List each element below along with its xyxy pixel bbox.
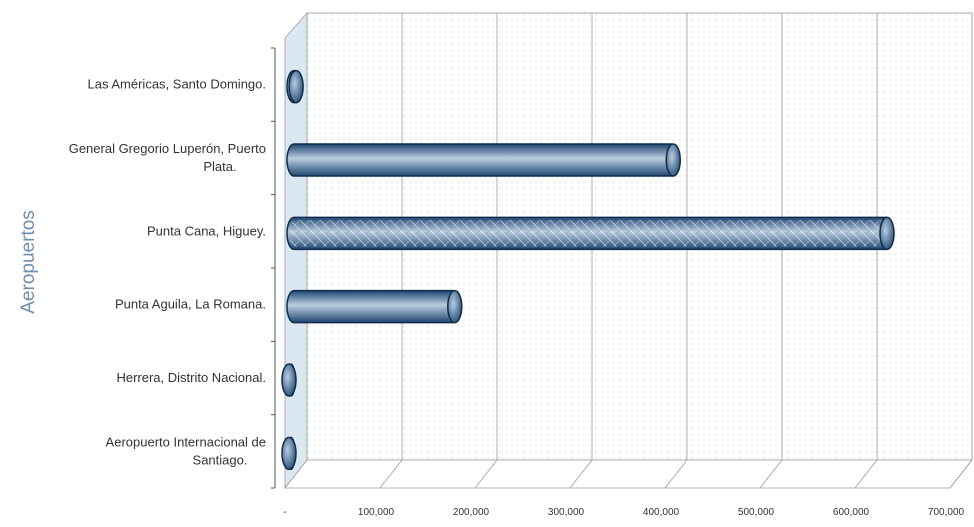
- category-label: General Gregorio Luperón, Puerto Plata.: [69, 141, 266, 174]
- bar: [281, 363, 297, 397]
- x-tick-label: 600,000: [833, 507, 870, 518]
- bar-hatch: [289, 220, 889, 247]
- floor-gridline: [854, 459, 878, 489]
- x-tick-label: 400,000: [643, 507, 680, 518]
- floor: [284, 459, 973, 489]
- floor-gridline: [569, 459, 593, 489]
- category-label: Aeropuerto Internacional de Santiago.: [106, 434, 266, 467]
- category-label: Herrera, Distrito Nacional.: [116, 370, 266, 385]
- x-tick-label: 200,000: [453, 507, 490, 518]
- bar-cap: [447, 289, 463, 324]
- floor-gridline: [474, 459, 498, 489]
- bar-cap: [281, 436, 297, 471]
- bar-body: [286, 289, 462, 324]
- bar-cap: [288, 69, 304, 104]
- x-tick-label: 100,000: [358, 507, 395, 518]
- bar-cap: [665, 143, 681, 177]
- x-tick-label: 500,000: [738, 507, 775, 518]
- floor-gridline: [379, 459, 403, 489]
- floor-gridline: [759, 459, 783, 489]
- bar-cap: [879, 216, 895, 251]
- bar-cap: [281, 363, 297, 397]
- category-label: Punta Cana, Higuey.: [147, 223, 266, 238]
- bar-body: [286, 143, 680, 177]
- y-axis-title: Aeropuertos: [18, 210, 39, 314]
- bar: [286, 143, 681, 177]
- x-tick-label: -: [283, 507, 286, 518]
- category-label: Las Américas, Santo Domingo.: [88, 77, 266, 92]
- bar: [286, 216, 895, 251]
- bar: [286, 69, 304, 104]
- x-tick-label: 300,000: [548, 507, 585, 518]
- bar: [286, 289, 463, 324]
- category-label: Punta Aguila, La Romana.: [115, 297, 266, 312]
- x-tick-label: 700,000: [928, 507, 965, 518]
- floor-gridline: [664, 459, 688, 489]
- floor-gridline: [949, 459, 973, 489]
- bar: [281, 436, 297, 471]
